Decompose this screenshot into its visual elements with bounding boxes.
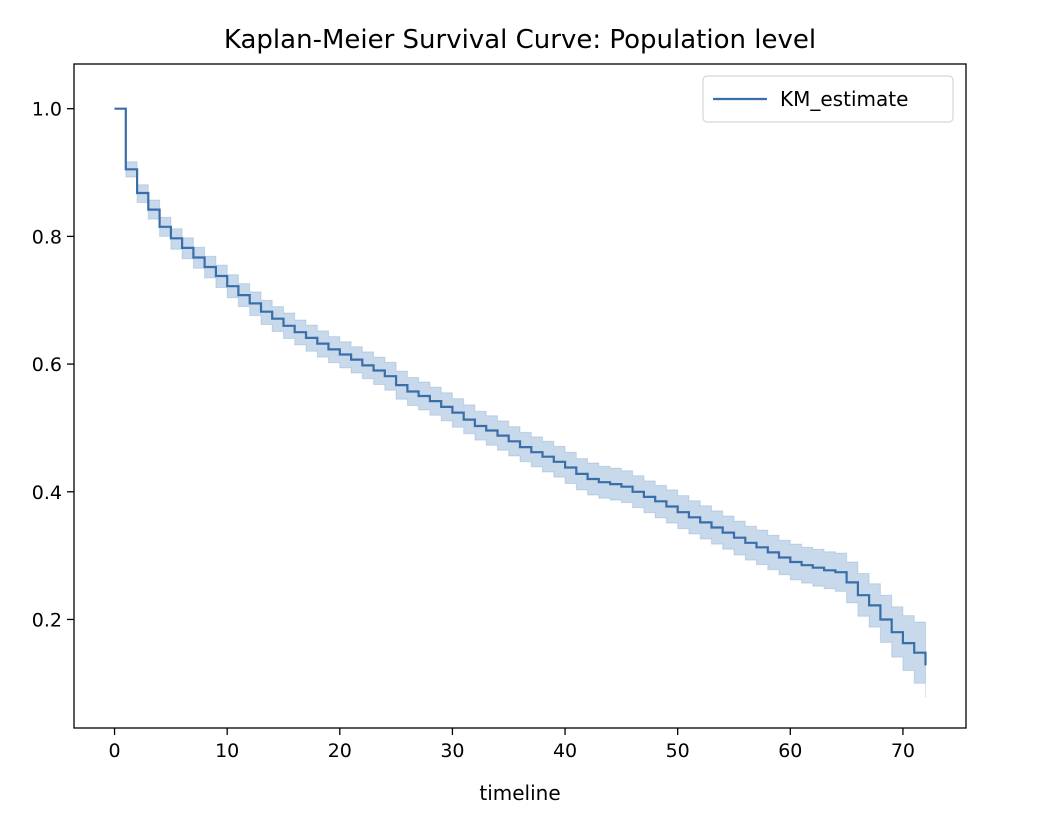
km-estimate-line: [114, 107, 927, 666]
y-tick-label: 0.8: [32, 226, 62, 248]
x-tick-label: 50: [666, 740, 690, 762]
x-axis-label: timeline: [479, 781, 560, 805]
y-tick-label: 0.4: [32, 482, 62, 504]
legend-label-km-estimate: KM_estimate: [780, 87, 908, 111]
x-tick-label: 70: [891, 740, 915, 762]
y-axis: 0.2 0.4 0.6 0.8 1.0: [32, 99, 74, 631]
x-tick-label: 20: [328, 740, 352, 762]
chart-title: Kaplan-Meier Survival Curve: Population …: [224, 25, 816, 55]
y-tick-label: 0.6: [32, 354, 62, 376]
x-tick-label: 0: [108, 740, 120, 762]
confidence-band: [114, 108, 926, 698]
x-tick-label: 30: [440, 740, 464, 762]
x-axis: 0 10 20 30 40 50 60 70: [108, 728, 915, 762]
plot-frame: [73, 63, 967, 729]
y-tick-label: 1.0: [32, 99, 62, 121]
plot-area: [114, 107, 927, 698]
legend: KM_estimate: [702, 75, 954, 123]
y-tick-label: 0.2: [32, 609, 62, 631]
legend-box: [702, 75, 954, 123]
x-tick-label: 60: [778, 740, 802, 762]
x-tick-label: 10: [215, 740, 239, 762]
x-tick-label: 40: [553, 740, 577, 762]
